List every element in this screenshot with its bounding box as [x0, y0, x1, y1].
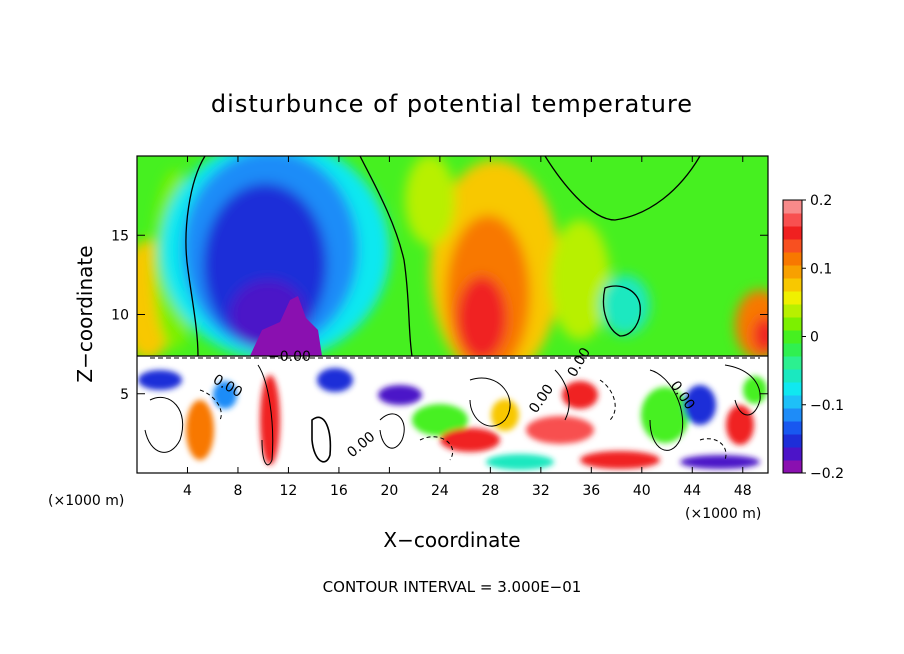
x-tick-label: 8	[233, 483, 242, 499]
field-right-yellow	[550, 220, 610, 340]
blob-18	[680, 455, 760, 469]
field-right-edge-red	[753, 317, 768, 353]
colorbar-swatch	[783, 330, 802, 344]
colorbar-tick-label: 0.1	[810, 261, 832, 277]
colorbar-swatch	[783, 408, 802, 422]
lower-contour-5	[469, 377, 511, 427]
field-cold-spike	[250, 296, 322, 356]
colorbar-swatch	[783, 278, 802, 292]
x-unit-left: (×1000 m)	[48, 493, 124, 509]
colorbar-swatch	[783, 304, 802, 318]
x-tick-label: 32	[532, 483, 550, 499]
field-right-cyanish	[600, 275, 650, 335]
blob-8	[440, 428, 500, 452]
colorbar-swatch	[783, 460, 802, 474]
x-tick-label: 12	[280, 483, 298, 499]
chart-title: disturbunce of potential temperature	[211, 90, 693, 118]
colorbar-tick-label: −0.2	[810, 466, 844, 482]
x-tick-label: 16	[330, 483, 348, 499]
lower-contour-2	[257, 364, 274, 466]
blob-7	[412, 404, 468, 436]
blob-11	[562, 381, 598, 409]
contour-island	[602, 285, 641, 337]
colorbar-tick-label: −0.1	[810, 398, 844, 414]
x-tick-label: 44	[683, 483, 701, 499]
y-tick-label: 15	[111, 228, 129, 244]
colorbar-swatch	[783, 239, 802, 253]
colorbar-swatch	[783, 369, 802, 383]
contour-right-top	[544, 156, 701, 221]
colorbar-swatch	[783, 421, 802, 435]
blob-13	[641, 387, 689, 443]
colorbar-swatch	[783, 382, 802, 396]
lower-contour-9	[199, 389, 222, 421]
blob-14	[684, 385, 716, 425]
blob-6	[378, 385, 422, 405]
lower-contour-12	[699, 438, 727, 461]
x-axis-title: X−coordinate	[383, 528, 520, 552]
contour-interval-note: CONTOUR INTERVAL = 3.000E−01	[323, 578, 582, 596]
contour-mid	[359, 156, 413, 357]
field-mid-yellow	[405, 156, 455, 245]
colorbar-swatch	[783, 213, 802, 227]
colorbar-swatch	[783, 343, 802, 357]
contour-left	[185, 156, 206, 357]
colorbar-swatch	[783, 265, 802, 279]
colorbar-swatch	[783, 356, 802, 370]
blob-12	[580, 451, 660, 469]
colorbar	[783, 200, 802, 474]
x-axis: 4 8 12 16 20 24 28 32 36 40 44 48	[183, 156, 752, 499]
y-axis-title: Z−coordinate	[73, 245, 97, 382]
blob-3	[213, 381, 237, 409]
x-tick-label: 28	[481, 483, 499, 499]
lower-contour-3	[311, 416, 332, 463]
blob-4	[260, 375, 280, 465]
colorbar-swatch	[783, 447, 802, 461]
x-tick-label: 48	[734, 483, 752, 499]
x-tick-label: 20	[380, 483, 398, 499]
blob-5	[317, 368, 353, 392]
x-tick-label: 36	[582, 483, 600, 499]
lower-contour-1	[144, 396, 184, 453]
field-warm-core	[457, 276, 507, 360]
blob-16	[743, 376, 767, 404]
colorbar-tick-label: 0	[810, 330, 819, 346]
lower-contour-7	[649, 369, 684, 451]
lower-contour-4	[379, 413, 405, 449]
blob-2	[186, 400, 214, 460]
colorbar-swatch	[783, 226, 802, 240]
colorbar-swatch	[783, 317, 802, 331]
blob-17	[486, 454, 554, 470]
colorbar-swatch	[783, 200, 802, 214]
x-tick-label: 40	[633, 483, 651, 499]
colorbar-swatch	[783, 291, 802, 305]
colorbar-tick-label: 0.2	[810, 193, 832, 209]
lower-contour-8	[724, 364, 761, 416]
lower-contour-11	[599, 379, 616, 421]
colorbar-swatch	[783, 434, 802, 448]
colorbar-swatch	[783, 252, 802, 266]
blob-9	[491, 399, 519, 431]
lower-contour-6	[554, 369, 570, 421]
x-tick-label: 24	[431, 483, 449, 499]
x-unit-right: (×1000 m)	[685, 506, 761, 522]
y-tick-label: 10	[111, 308, 129, 324]
y-tick-label: 5	[120, 387, 129, 403]
y-axis: 5 10 15	[111, 228, 768, 403]
contour-label-6: −0.00	[268, 349, 311, 365]
x-tick-label: 4	[183, 483, 192, 499]
plot-area: 0.00 0.00 0.00 0.00 0.00 −0.00	[137, 156, 768, 473]
blob-10	[526, 416, 594, 444]
colorbar-swatch	[783, 395, 802, 409]
lower-contour-10	[419, 436, 454, 461]
colorbar-ticks: 0.2 0.1 0 −0.1 −0.2	[802, 193, 844, 482]
blob-1	[138, 370, 182, 390]
